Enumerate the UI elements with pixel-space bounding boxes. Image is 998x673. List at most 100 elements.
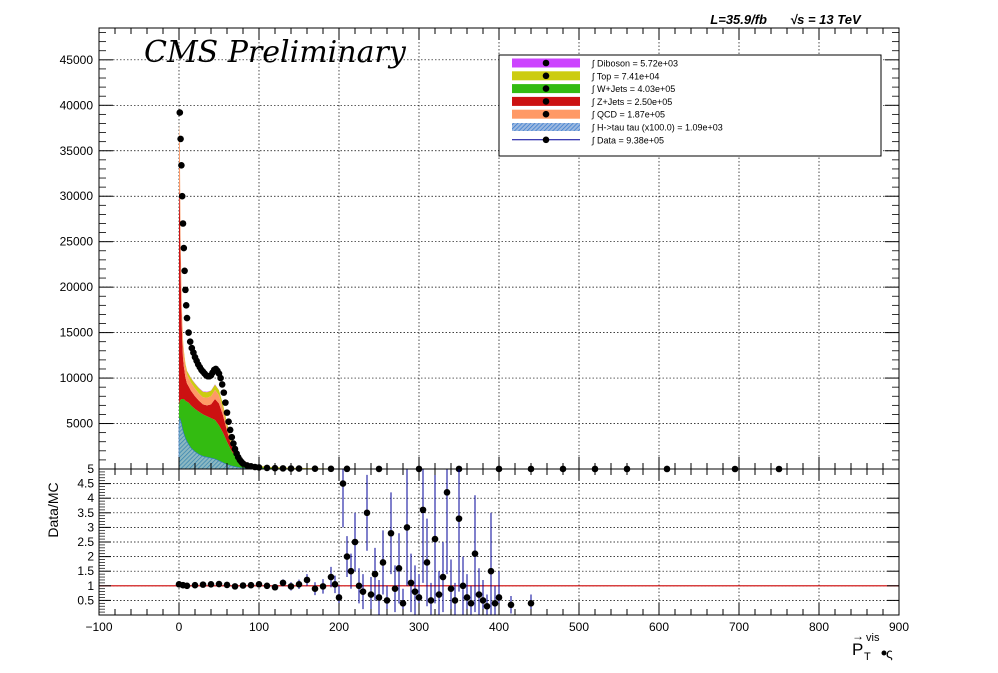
legend-label-wjets: ∫ W+Jets = 4.03e+05 bbox=[591, 84, 675, 94]
ratio-point bbox=[311, 585, 319, 593]
ratio-point bbox=[371, 570, 379, 578]
data-point bbox=[183, 314, 191, 322]
ratio-x-tick-label: 100 bbox=[249, 620, 269, 634]
ratio-point bbox=[183, 582, 191, 590]
x-axis-title-main: P bbox=[852, 640, 863, 659]
data-point bbox=[218, 381, 226, 388]
data-points bbox=[176, 109, 783, 473]
ratio-point bbox=[199, 581, 207, 588]
data-point bbox=[226, 426, 234, 434]
legend-marker-qcd bbox=[542, 110, 550, 118]
ratio-point bbox=[415, 594, 423, 601]
ratio-point bbox=[487, 567, 495, 575]
main-y-tick-label: 35000 bbox=[60, 144, 94, 158]
data-point bbox=[217, 374, 224, 382]
ratio-point bbox=[295, 581, 303, 588]
main-y-tick-label: 15000 bbox=[60, 326, 94, 340]
ratio-point bbox=[479, 597, 487, 604]
ratio-point bbox=[443, 489, 451, 496]
ratio-x-tick-label: 200 bbox=[329, 620, 349, 634]
ratio-point bbox=[191, 581, 199, 589]
ratio-x-tick-label: 500 bbox=[569, 620, 589, 634]
ratio-point bbox=[407, 579, 415, 587]
ratio-point bbox=[263, 582, 271, 590]
ratio-point bbox=[351, 538, 359, 546]
ratio-point bbox=[507, 601, 515, 609]
ratio-y-tick-label: 1.5 bbox=[77, 564, 94, 578]
data-point bbox=[182, 286, 189, 294]
lumi-label: L=35.9/fb bbox=[710, 12, 767, 27]
data-point bbox=[222, 399, 229, 406]
legend-label-top: ∫ Top = 7.41e+04 bbox=[591, 71, 659, 81]
x-axis-title-arrow: → bbox=[852, 629, 864, 643]
ratio-point bbox=[495, 594, 503, 601]
ratio-point bbox=[427, 597, 435, 604]
legend-marker-wjets bbox=[542, 85, 550, 92]
ratio-point bbox=[435, 591, 443, 598]
ratio-point bbox=[451, 597, 459, 604]
ratio-point bbox=[355, 582, 363, 590]
data-point bbox=[223, 409, 231, 416]
ratio-point bbox=[319, 583, 327, 590]
ratio-point bbox=[491, 600, 499, 607]
ratio-point bbox=[475, 591, 483, 598]
ratio-point bbox=[459, 582, 467, 590]
x-axis-title: → P T vis ς bbox=[852, 629, 893, 663]
ratio-point bbox=[379, 559, 387, 566]
ratio-plot-panel: 0.511.522.533.544.55 −100 0 100 200 300 400 500… bbox=[45, 462, 909, 634]
ratio-point bbox=[419, 506, 427, 514]
ratio-frame bbox=[98, 468, 900, 616]
ratio-axis-ticks: 0.511.522.533.544.55 −100 0 100 200 300 400 500… bbox=[77, 462, 909, 634]
ratio-x-tick-label: 900 bbox=[889, 620, 909, 634]
ratio-point bbox=[287, 583, 295, 590]
ratio-point bbox=[363, 509, 371, 517]
ratio-x-tick-label: 300 bbox=[409, 620, 429, 634]
ratio-y-label: Data/MC bbox=[45, 482, 61, 537]
ratio-point bbox=[331, 581, 339, 588]
ratio-point bbox=[455, 515, 463, 522]
ratio-point bbox=[247, 581, 255, 589]
ratio-y-tick-label: 5 bbox=[87, 462, 94, 476]
x-axis-title-dot-icon bbox=[881, 650, 887, 656]
ratio-point bbox=[339, 480, 347, 487]
ratio-point bbox=[395, 564, 403, 572]
ratio-point bbox=[399, 600, 407, 607]
data-point bbox=[179, 220, 187, 227]
legend: ∫ Diboson = 5.72e+03 ∫ Top = 7.41e+04 ∫ W+… bbox=[498, 54, 882, 157]
ratio-point bbox=[255, 581, 263, 588]
main-y-tick-label: 10000 bbox=[60, 371, 94, 385]
legend-marker-top bbox=[542, 72, 550, 80]
legend-marker-diboson bbox=[542, 59, 550, 67]
ratio-y-tick-label: 3.5 bbox=[77, 506, 94, 520]
legend-marker-zjets bbox=[542, 98, 550, 105]
data-point bbox=[177, 135, 184, 143]
main-y-tick-label: 25000 bbox=[60, 235, 94, 249]
ratio-point bbox=[423, 559, 431, 566]
ratio-point bbox=[463, 594, 471, 601]
energy-label: √s = 13 TeV bbox=[790, 12, 862, 27]
main-axis-ticks: 5000 10000 15000 20000 25000 30000 35000 40000 4… bbox=[60, 28, 900, 469]
data-point bbox=[228, 433, 236, 441]
ratio-x-tick-label: 700 bbox=[729, 620, 749, 634]
ratio-point bbox=[431, 535, 439, 543]
legend-label-htautau: ∫ H->tau tau (x100.0) = 1.09e+03 bbox=[591, 123, 723, 133]
main-y-tick-label: 5000 bbox=[66, 417, 93, 431]
ratio-point bbox=[347, 567, 355, 575]
data-point bbox=[263, 464, 271, 472]
ratio-point bbox=[271, 583, 279, 591]
ratio-point bbox=[411, 588, 419, 595]
ratio-point bbox=[239, 582, 247, 589]
ratio-points bbox=[175, 469, 535, 615]
data-point bbox=[185, 329, 192, 336]
legend-label-qcd: ∫ QCD = 1.87e+05 bbox=[591, 110, 665, 120]
ratio-point bbox=[439, 573, 447, 581]
legend-label-zjets: ∫ Z+Jets = 2.50e+05 bbox=[591, 97, 672, 107]
ratio-y-tick-label: 4 bbox=[87, 491, 94, 505]
ratio-point bbox=[367, 591, 375, 598]
ratio-point bbox=[403, 524, 411, 531]
data-point bbox=[178, 162, 185, 169]
legend-swatch-htautau bbox=[512, 123, 580, 131]
ratio-y-tick-label: 2 bbox=[87, 550, 94, 564]
ratio-x-tick-label: 600 bbox=[649, 620, 669, 634]
